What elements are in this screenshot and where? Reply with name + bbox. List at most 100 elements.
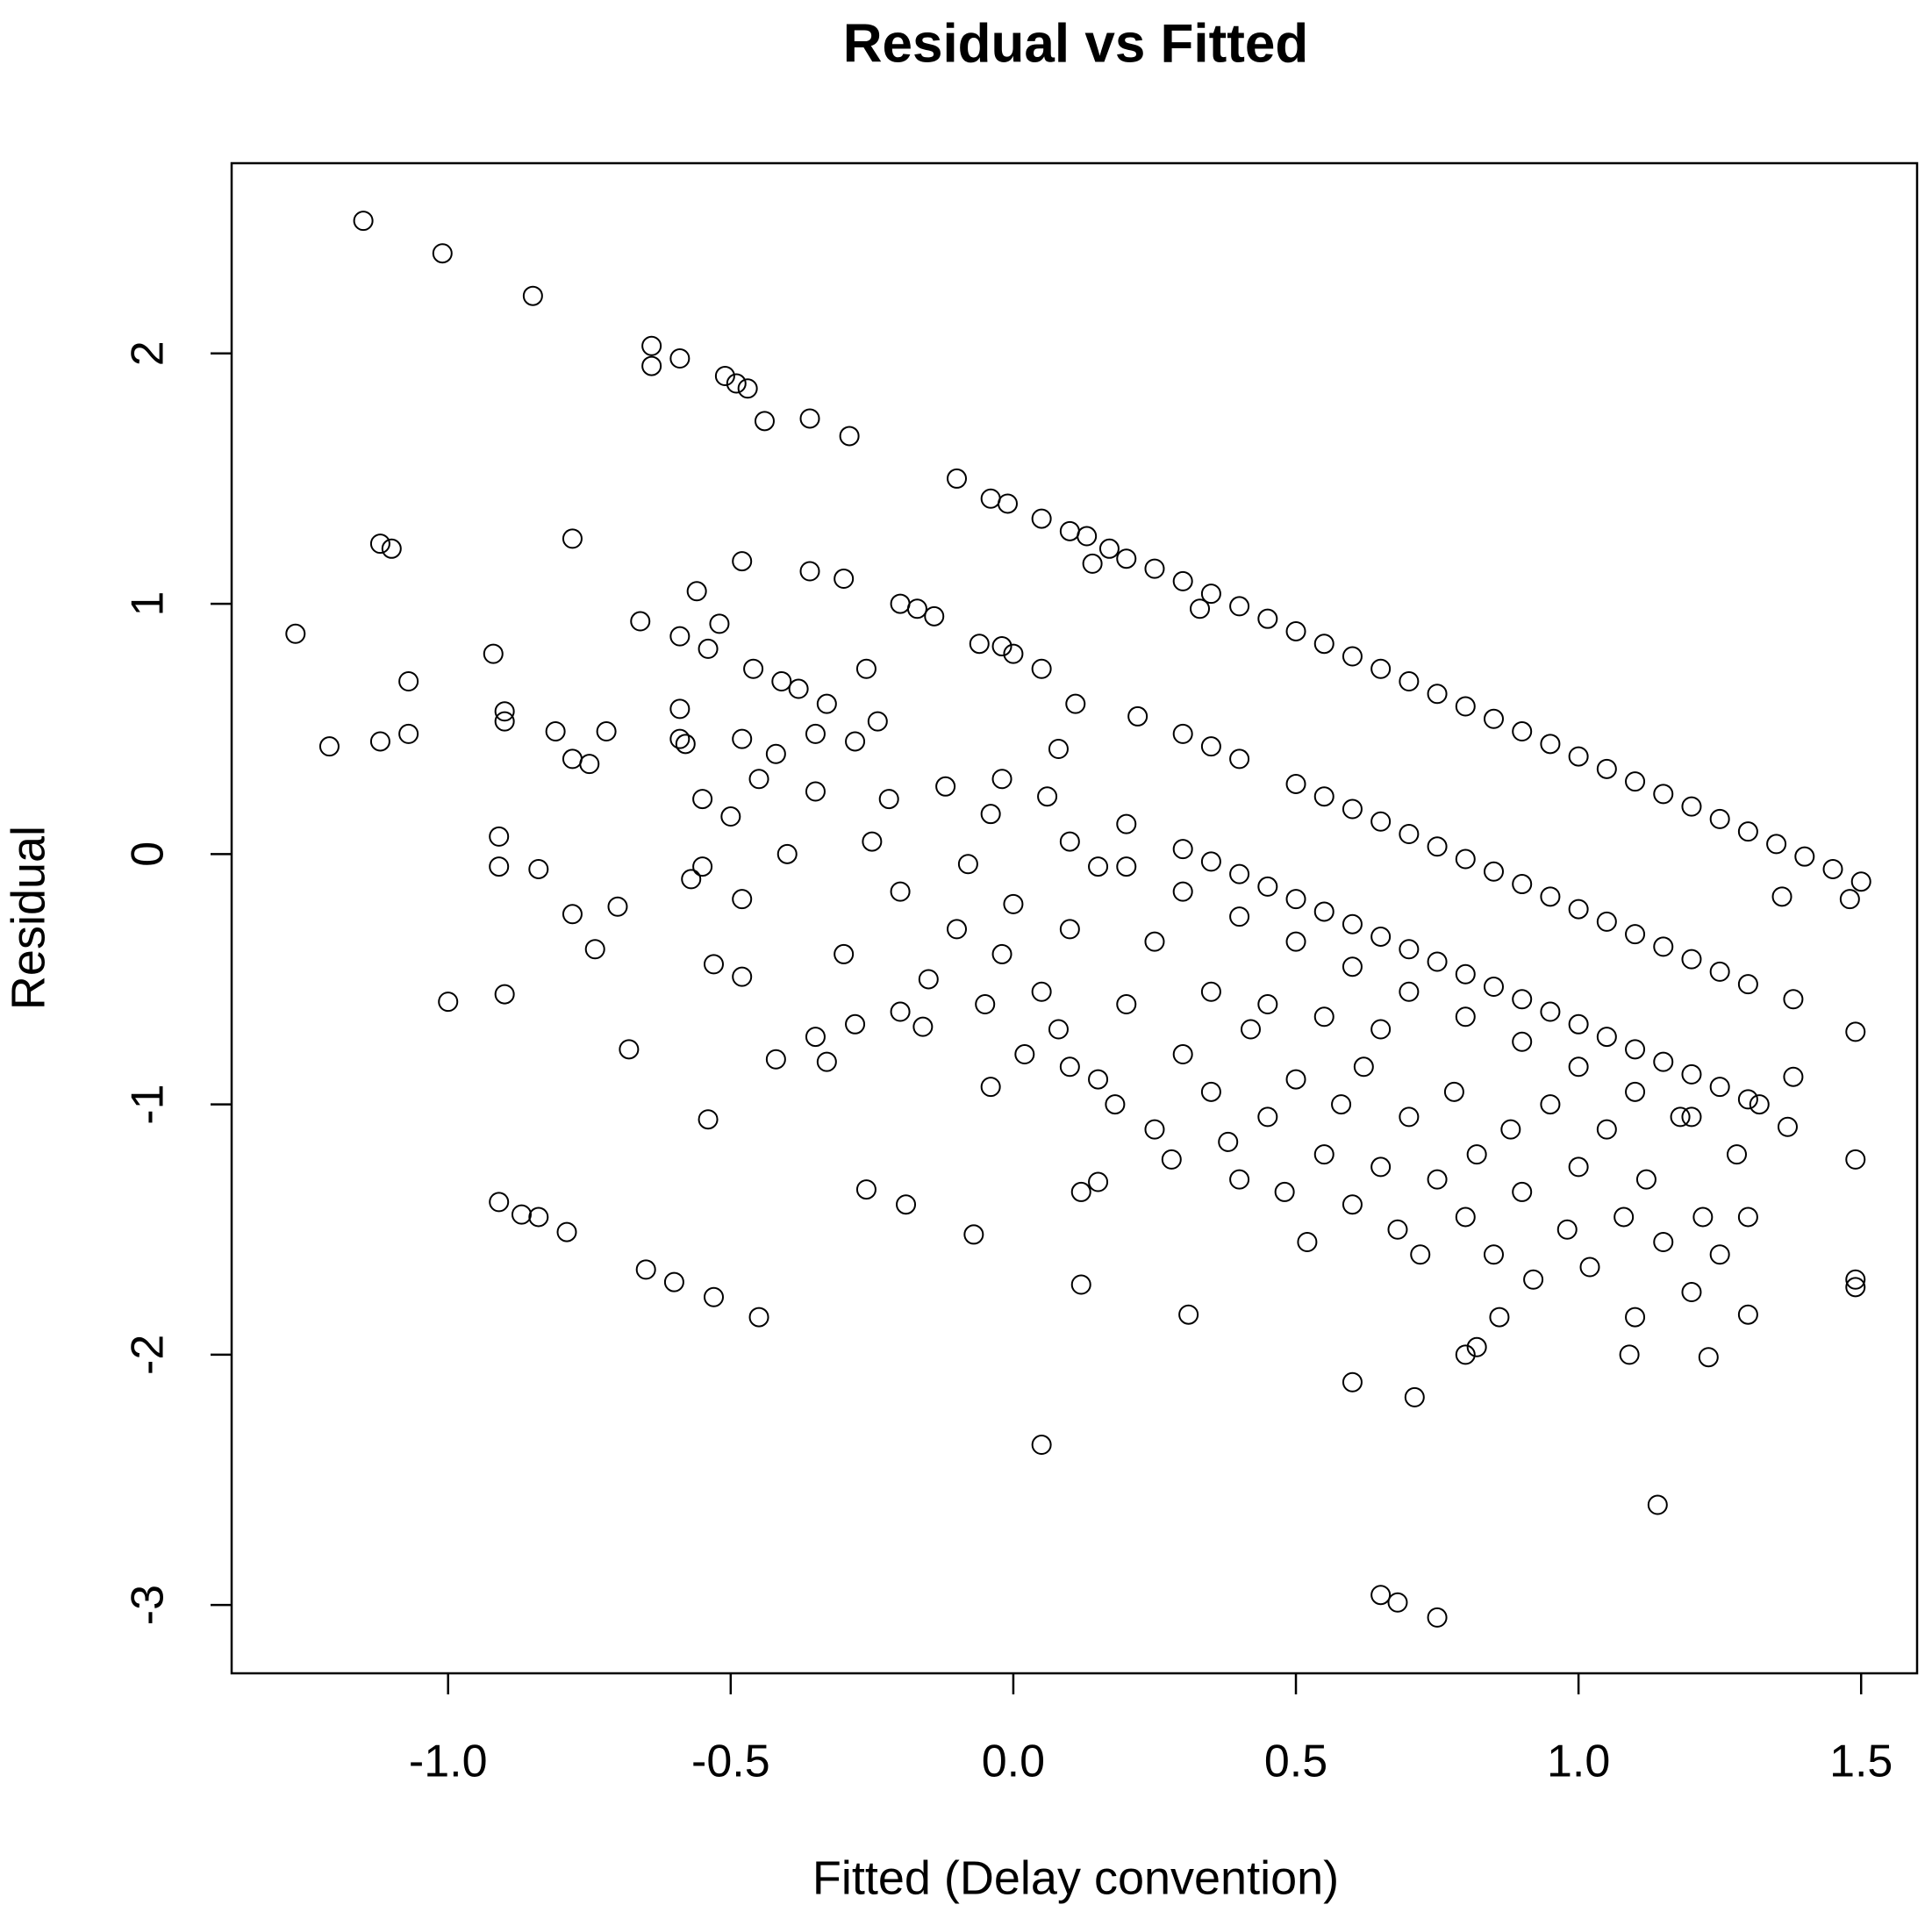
point [641,355,662,376]
point [432,243,453,264]
point [1692,1207,1714,1228]
point [1568,1156,1589,1178]
point [1229,863,1250,884]
point [692,856,713,877]
point [896,1194,917,1215]
point [1845,1269,1866,1290]
point [1443,1081,1464,1102]
point [1048,739,1069,760]
point [1082,553,1103,574]
point [1427,951,1448,972]
point [1257,993,1278,1014]
y-tick-label: 1 [123,591,174,617]
point [947,919,968,940]
point [997,493,1018,514]
point [1455,1344,1476,1365]
point [1568,1056,1589,1078]
point [1771,886,1792,907]
point [1353,1056,1374,1078]
chart-title: Residual vs Fitted [843,13,1309,74]
point [1200,981,1221,1002]
point [1427,1607,1448,1628]
point [1065,693,1086,714]
point [1512,1031,1533,1052]
point [1596,911,1617,932]
point [1681,796,1702,817]
point [1540,1001,1561,1022]
point [1512,874,1533,895]
point [834,569,855,590]
point [369,533,390,555]
point [1342,913,1363,934]
point [1172,881,1193,902]
point [1709,1244,1730,1265]
point [1709,808,1730,829]
point [748,1307,769,1328]
point [489,826,510,847]
point [1059,919,1080,940]
point [1116,548,1137,569]
point [816,693,837,714]
point [957,854,978,875]
point [732,551,753,572]
point [562,528,583,549]
point [686,581,707,602]
point [890,593,911,614]
point [980,488,1001,509]
point [991,636,1013,657]
point [1399,824,1420,845]
point [562,904,583,925]
point [1455,963,1476,985]
point [765,743,786,764]
x-tick-label: -1.0 [409,1736,488,1787]
point [1218,1131,1239,1152]
point [1737,974,1758,995]
point [1540,1094,1561,1115]
point [805,781,826,802]
point [494,701,515,722]
point [619,1039,640,1060]
point [1483,708,1504,729]
point [862,831,883,852]
point [1647,1494,1668,1515]
point [991,943,1013,964]
point [1845,1149,1866,1170]
point [1568,746,1589,767]
point [494,984,515,1005]
point [1297,1231,1318,1252]
point [1088,1171,1109,1192]
point [1727,1144,1748,1165]
point [1031,981,1052,1002]
point [1144,558,1165,579]
point [704,1286,725,1307]
point [596,721,617,742]
point [1285,1069,1306,1090]
point [1003,893,1024,914]
point [579,754,600,775]
point [805,1027,826,1048]
point [1512,721,1533,742]
point [1370,658,1392,679]
point [855,1179,877,1200]
point [669,348,691,369]
point [1342,1371,1363,1393]
point [607,896,628,917]
point [489,856,510,877]
point [1172,1044,1193,1065]
point [799,561,820,582]
point [1653,1231,1674,1252]
point [1455,1006,1476,1028]
point [1777,1116,1798,1137]
point [771,670,792,691]
point [1172,570,1193,591]
point [1059,831,1080,852]
point [1523,1269,1544,1290]
point [1737,1089,1758,1110]
point [1670,1106,1691,1128]
point [1596,758,1617,779]
point [788,678,809,699]
point [698,638,719,659]
point [1466,1336,1487,1357]
point [369,731,390,752]
point [1540,734,1561,755]
